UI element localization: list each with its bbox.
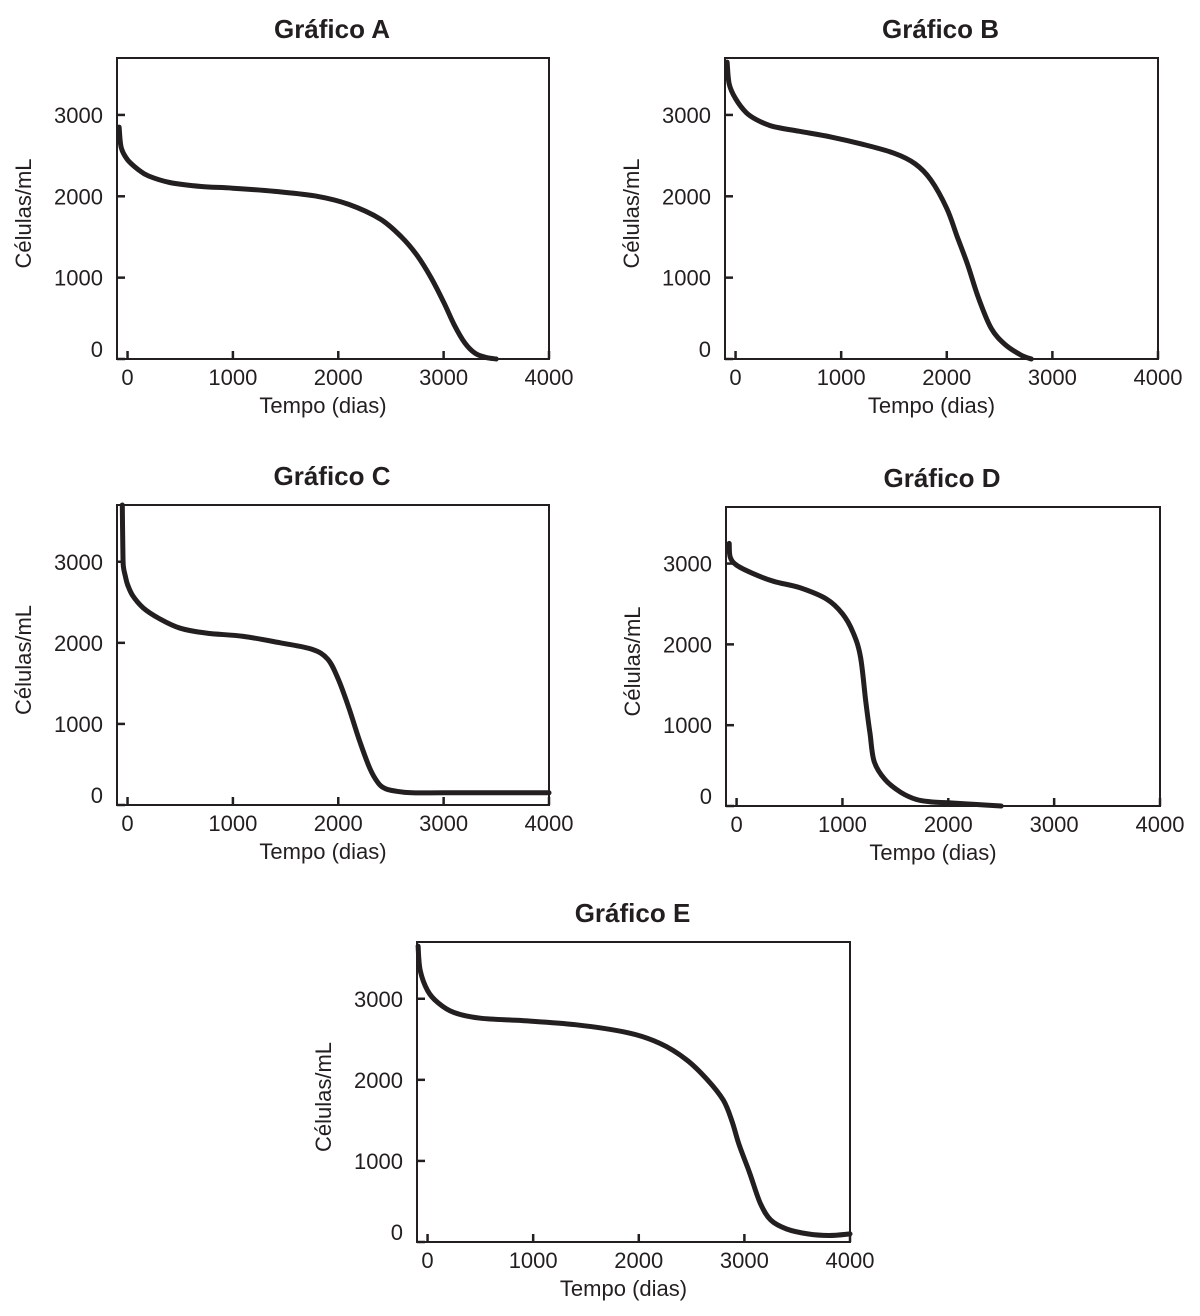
chart-d-x-tick-label: 1000 bbox=[818, 812, 867, 837]
chart-a: Gráfico A 0 1000 2000 3000 0 1000 2000 3000 4000 T… bbox=[11, 14, 573, 418]
chart-c-plot-frame bbox=[116, 504, 550, 806]
chart-d-y-tick-label: 0 bbox=[700, 784, 712, 809]
chart-a-x-tick-label: 0 bbox=[121, 365, 133, 390]
chart-b-x-tick-label: 4000 bbox=[1134, 365, 1183, 390]
chart-d-x-axis-label: Tempo (dias) bbox=[869, 840, 996, 865]
chart-e-series-line bbox=[415, 943, 853, 1238]
chart-a-y-tick-label: 0 bbox=[91, 337, 103, 362]
chart-c-y-tick-label: 2000 bbox=[54, 631, 103, 656]
chart-b-y-tick-label: 2000 bbox=[662, 184, 711, 209]
chart-a-title: Gráfico A bbox=[274, 14, 390, 44]
chart-a-y-tick-label: 3000 bbox=[54, 103, 103, 128]
chart-c-series-line bbox=[119, 502, 552, 796]
chart-c-y-tick-label: 1000 bbox=[54, 712, 103, 737]
chart-e-x-tick-label: 1000 bbox=[509, 1248, 558, 1273]
chart-c-x-tick-label: 3000 bbox=[419, 811, 468, 836]
chart-a-y-tick-label: 1000 bbox=[54, 266, 103, 291]
chart-a-x-tick-label: 1000 bbox=[208, 365, 257, 390]
chart-e: Gráfico E 0 1000 2000 3000 0 1000 2000 3000 4000 T… bbox=[311, 898, 874, 1301]
chart-e-y-tick-label: 0 bbox=[391, 1220, 403, 1245]
chart-e-plot-frame bbox=[416, 941, 851, 1243]
chart-d-y-tick-label: 3000 bbox=[663, 552, 712, 577]
chart-d: Gráfico D 0 1000 2000 3000 0 1000 2000 3000 4000 T… bbox=[620, 463, 1184, 865]
chart-a-x-axis-label: Tempo (dias) bbox=[259, 393, 386, 418]
chart-b-x-tick-label: 2000 bbox=[922, 365, 971, 390]
chart-c: Gráfico C 0 1000 2000 3000 0 1000 2000 3000 4000 T… bbox=[11, 461, 573, 864]
chart-a-series-line bbox=[116, 124, 499, 362]
chart-c-x-tick-label: 4000 bbox=[525, 811, 574, 836]
chart-b-x-tick-label: 0 bbox=[729, 365, 741, 390]
chart-c-y-axis-label: Células/mL bbox=[11, 605, 36, 715]
chart-d-y-tick-label: 1000 bbox=[663, 713, 712, 738]
chart-d-title: Gráfico D bbox=[883, 463, 1000, 493]
chart-b-x-tick-label: 3000 bbox=[1028, 365, 1077, 390]
chart-a-y-tick-label: 2000 bbox=[54, 184, 103, 209]
chart-d-x-tick-label: 4000 bbox=[1136, 812, 1185, 837]
chart-d-plot-frame bbox=[725, 506, 1161, 807]
chart-e-x-tick-label: 4000 bbox=[826, 1248, 875, 1273]
chart-d-y-axis-label: Células/mL bbox=[620, 606, 645, 716]
chart-d-y-tick-label: 2000 bbox=[663, 632, 712, 657]
chart-e-x-tick-label: 3000 bbox=[720, 1248, 769, 1273]
chart-c-x-tick-label: 1000 bbox=[208, 811, 257, 836]
chart-b-x-axis-label: Tempo (dias) bbox=[868, 393, 995, 418]
chart-b-title: Gráfico B bbox=[882, 14, 999, 44]
chart-c-x-tick-label: 0 bbox=[121, 811, 133, 836]
chart-b-y-tick-label: 0 bbox=[699, 337, 711, 362]
chart-e-x-tick-label: 2000 bbox=[614, 1248, 663, 1273]
chart-c-y-tick-label: 3000 bbox=[54, 550, 103, 575]
chart-c-x-tick-label: 2000 bbox=[314, 811, 363, 836]
chart-b-y-tick-label: 1000 bbox=[662, 266, 711, 291]
chart-b-series-line bbox=[724, 59, 1034, 362]
chart-b-y-tick-label: 3000 bbox=[662, 103, 711, 128]
chart-d-x-tick-label: 3000 bbox=[1030, 812, 1079, 837]
chart-c-y-tick-label: 0 bbox=[91, 783, 103, 808]
chart-b: Gráfico B 0 1000 2000 3000 0 1000 2000 3000 4000 T… bbox=[619, 14, 1182, 418]
chart-e-y-tick-label: 1000 bbox=[354, 1149, 403, 1174]
chart-e-y-tick-label: 2000 bbox=[354, 1068, 403, 1093]
chart-a-x-tick-label: 4000 bbox=[525, 365, 574, 390]
chart-d-x-tick-label: 2000 bbox=[924, 812, 973, 837]
chart-b-y-axis-label: Células/mL bbox=[619, 158, 644, 268]
chart-b-plot-frame bbox=[724, 57, 1159, 360]
chart-e-x-tick-label: 0 bbox=[421, 1248, 433, 1273]
chart-c-x-axis-label: Tempo (dias) bbox=[259, 839, 386, 864]
chart-e-title: Gráfico E bbox=[575, 898, 691, 928]
chart-a-x-tick-label: 2000 bbox=[314, 365, 363, 390]
chart-e-y-axis-label: Células/mL bbox=[311, 1042, 336, 1152]
chart-e-x-axis-label: Tempo (dias) bbox=[560, 1276, 687, 1301]
chart-b-x-tick-label: 1000 bbox=[817, 365, 866, 390]
chart-a-plot-frame bbox=[116, 57, 550, 360]
chart-d-series-line bbox=[726, 540, 1004, 809]
chart-e-y-tick-label: 3000 bbox=[354, 987, 403, 1012]
chart-d-x-tick-label: 0 bbox=[730, 812, 742, 837]
chart-a-y-axis-label: Células/mL bbox=[11, 158, 36, 268]
chart-a-x-tick-label: 3000 bbox=[419, 365, 468, 390]
chart-c-title: Gráfico C bbox=[273, 461, 390, 491]
